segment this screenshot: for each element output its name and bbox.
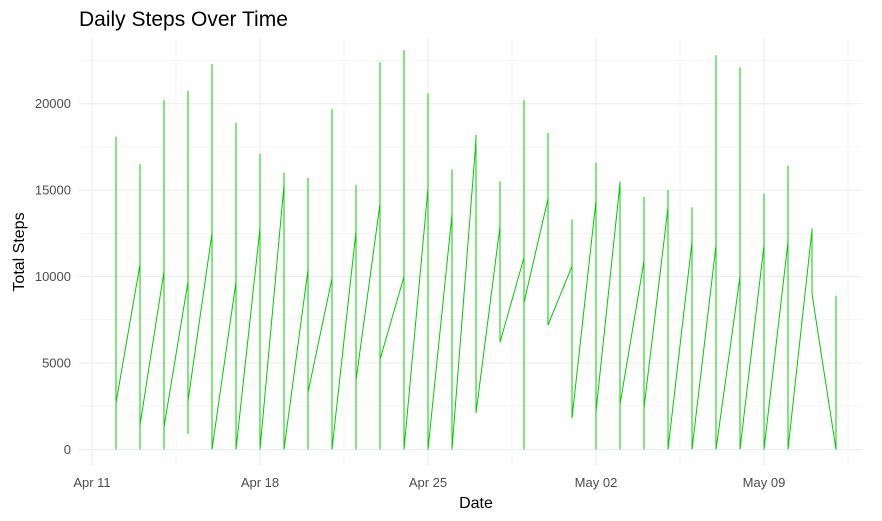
y-tick-label: 5000 bbox=[42, 356, 71, 371]
y-tick-label: 10000 bbox=[35, 269, 71, 284]
x-tick-label: Apr 11 bbox=[73, 475, 110, 490]
x-axis-title: Date bbox=[459, 495, 493, 512]
y-tick-label: 0 bbox=[64, 442, 71, 457]
y-axis-tick-labels: 0 5000 10000 15000 20000 bbox=[35, 96, 71, 457]
x-tick-label: May 09 bbox=[743, 475, 786, 490]
series-line bbox=[115, 50, 837, 450]
x-tick-label: Apr 25 bbox=[409, 475, 447, 490]
x-tick-label: May 02 bbox=[575, 475, 618, 490]
y-axis-title: Total Steps bbox=[11, 212, 28, 291]
y-tick-label: 20000 bbox=[35, 96, 71, 111]
grid bbox=[79, 38, 862, 465]
x-tick-label: Apr 18 bbox=[241, 475, 279, 490]
x-axis-tick-labels: Apr 11 Apr 18 Apr 25 May 02 May 09 bbox=[73, 475, 785, 490]
steps-series-line bbox=[115, 50, 837, 450]
y-tick-label: 15000 bbox=[35, 183, 71, 198]
chart-title: Daily Steps Over Time bbox=[79, 8, 288, 31]
